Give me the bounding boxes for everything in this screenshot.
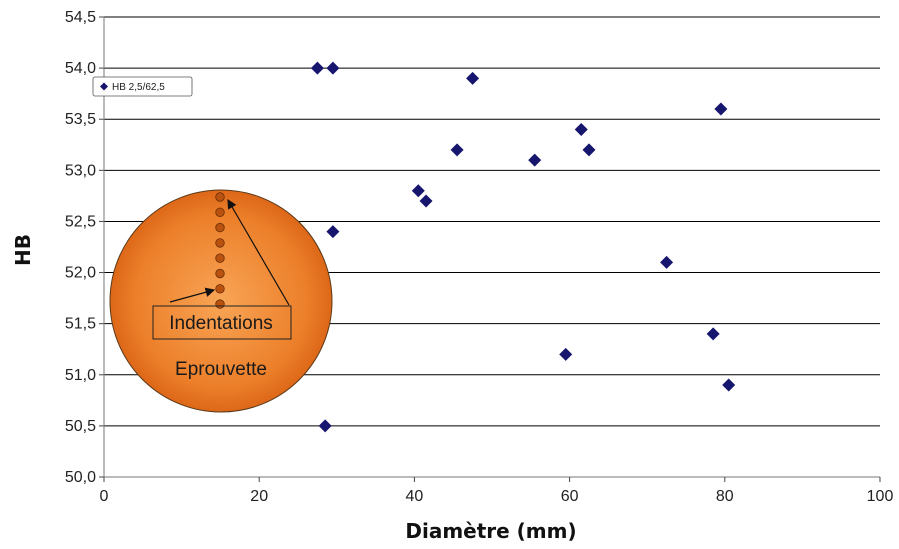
- data-points: [310, 61, 736, 433]
- indentation-dot: [215, 268, 225, 279]
- indentation-dot: [215, 238, 225, 248]
- indentation-dots: [215, 192, 225, 309]
- data-point: [318, 419, 332, 433]
- y-tick-label: 54,0: [65, 60, 96, 77]
- data-point: [714, 102, 728, 116]
- indentation-dot: [215, 253, 225, 263]
- indentation-dot: [215, 222, 225, 233]
- legend-marker-diamond: [100, 82, 108, 91]
- data-point: [722, 378, 736, 392]
- indentations-label-box: [152, 305, 292, 340]
- y-tick-labels: 50,0 50,5 51,0 51,5 52,0 52,5 53,0 53,5 54,0 54,5: [65, 9, 96, 486]
- indentation-dot: [215, 299, 225, 309]
- data-point: [559, 347, 573, 361]
- data-point: [411, 184, 425, 198]
- legend-series-label: HB 2,5/62,5: [112, 82, 165, 93]
- legend: HB 2,5/62,5: [92, 76, 193, 97]
- arrow-to-bottom-indent: [169, 287, 216, 303]
- y-tick-label: 51,0: [65, 367, 96, 384]
- y-tick-label: 53,0: [65, 162, 96, 179]
- x-tick-label: 60: [561, 488, 579, 505]
- specimen-label: Eprouvette: [175, 359, 267, 380]
- legend-box: [92, 76, 193, 97]
- x-tick-label: 100: [867, 488, 894, 505]
- y-tick-label: 50,5: [65, 418, 96, 435]
- x-tick-label: 40: [406, 488, 424, 505]
- indentation-dot: [215, 284, 225, 294]
- data-point: [582, 143, 596, 157]
- y-tick-label: 52,0: [65, 265, 96, 282]
- x-tick-labels: 0 20 40 60 80 100: [100, 488, 894, 505]
- x-axis-title: Diamètre (mm): [405, 519, 576, 543]
- indentation-dot: [215, 207, 225, 218]
- y-tick-label: 54,5: [65, 9, 96, 26]
- x-tick-label: 20: [250, 488, 268, 505]
- x-tick-label: 80: [716, 488, 734, 505]
- y-tick-label: 52,5: [65, 213, 96, 230]
- x-tick-label: 0: [100, 488, 109, 505]
- data-point: [574, 122, 588, 136]
- data-point: [419, 194, 433, 208]
- indentation-dot: [215, 192, 225, 202]
- data-point: [326, 225, 340, 239]
- data-point: [310, 61, 324, 75]
- specimen-illustration: Indentations Eprouvette: [109, 189, 333, 413]
- indentations-label: Indentations: [169, 313, 273, 334]
- data-point: [326, 61, 340, 75]
- y-tick-label: 53,5: [65, 111, 96, 128]
- arrow-to-top-indent: [227, 198, 290, 306]
- data-point: [450, 143, 464, 157]
- data-point: [528, 153, 542, 167]
- y-tick-label: 50,0: [65, 469, 96, 486]
- data-point: [466, 71, 480, 85]
- data-point: [706, 327, 720, 341]
- data-point: [660, 255, 674, 269]
- y-tick-label: 51,5: [65, 316, 96, 333]
- y-axis-title: HB: [11, 234, 35, 266]
